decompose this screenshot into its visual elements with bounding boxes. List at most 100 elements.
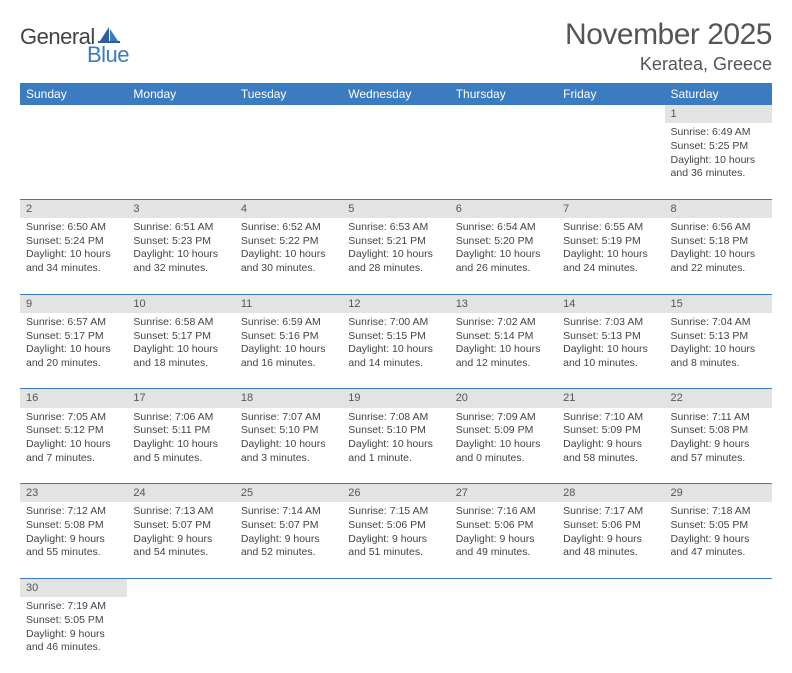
day-detail-cell: Sunrise: 7:10 AMSunset: 5:09 PMDaylight:…: [557, 408, 664, 484]
day1-text: Daylight: 10 hours: [563, 248, 658, 262]
sunrise-text: Sunrise: 6:50 AM: [26, 221, 121, 235]
sunrise-text: Sunrise: 7:03 AM: [563, 316, 658, 330]
sunset-text: Sunset: 5:09 PM: [456, 424, 551, 438]
sunset-text: Sunset: 5:07 PM: [133, 519, 228, 533]
sunrise-text: Sunrise: 6:56 AM: [671, 221, 766, 235]
sunset-text: Sunset: 5:13 PM: [563, 330, 658, 344]
day-number-cell: [127, 578, 234, 597]
sunset-text: Sunset: 5:05 PM: [26, 614, 121, 628]
day2-text: and 20 minutes.: [26, 357, 121, 371]
weekday-header-row: SundayMondayTuesdayWednesdayThursdayFrid…: [20, 83, 772, 105]
day-detail-cell: Sunrise: 7:05 AMSunset: 5:12 PMDaylight:…: [20, 408, 127, 484]
day-detail-row: Sunrise: 6:57 AMSunset: 5:17 PMDaylight:…: [20, 313, 772, 389]
sunrise-text: Sunrise: 6:53 AM: [348, 221, 443, 235]
sunrise-text: Sunrise: 6:57 AM: [26, 316, 121, 330]
day-detail-cell: Sunrise: 6:55 AMSunset: 5:19 PMDaylight:…: [557, 218, 664, 294]
day-number-cell: 12: [342, 294, 449, 313]
sunset-text: Sunset: 5:06 PM: [563, 519, 658, 533]
day-number-cell: 20: [450, 389, 557, 408]
day-number-cell: [342, 105, 449, 123]
day-number-cell: [235, 105, 342, 123]
sunrise-text: Sunrise: 7:02 AM: [456, 316, 551, 330]
day1-text: Daylight: 10 hours: [456, 438, 551, 452]
day-detail-cell: Sunrise: 7:06 AMSunset: 5:11 PMDaylight:…: [127, 408, 234, 484]
day1-text: Daylight: 10 hours: [348, 438, 443, 452]
sunset-text: Sunset: 5:21 PM: [348, 235, 443, 249]
day-detail-cell: Sunrise: 7:16 AMSunset: 5:06 PMDaylight:…: [450, 502, 557, 578]
day-detail-cell: [342, 123, 449, 199]
day-number-cell: 6: [450, 199, 557, 218]
sunset-text: Sunset: 5:24 PM: [26, 235, 121, 249]
sunset-text: Sunset: 5:06 PM: [348, 519, 443, 533]
day-number-row: 16171819202122: [20, 389, 772, 408]
sunrise-text: Sunrise: 7:10 AM: [563, 411, 658, 425]
day1-text: Daylight: 10 hours: [671, 248, 766, 262]
sunset-text: Sunset: 5:22 PM: [241, 235, 336, 249]
day-number-cell: [127, 105, 234, 123]
day2-text: and 58 minutes.: [563, 452, 658, 466]
day2-text: and 51 minutes.: [348, 546, 443, 560]
sunrise-text: Sunrise: 7:08 AM: [348, 411, 443, 425]
day-detail-cell: Sunrise: 7:19 AMSunset: 5:05 PMDaylight:…: [20, 597, 127, 673]
day-detail-cell: Sunrise: 7:03 AMSunset: 5:13 PMDaylight:…: [557, 313, 664, 389]
day1-text: Daylight: 9 hours: [563, 438, 658, 452]
day-detail-cell: Sunrise: 7:09 AMSunset: 5:09 PMDaylight:…: [450, 408, 557, 484]
sunrise-text: Sunrise: 7:18 AM: [671, 505, 766, 519]
sunset-text: Sunset: 5:14 PM: [456, 330, 551, 344]
day2-text: and 46 minutes.: [26, 641, 121, 655]
sunset-text: Sunset: 5:12 PM: [26, 424, 121, 438]
day2-text: and 54 minutes.: [133, 546, 228, 560]
sunrise-text: Sunrise: 7:00 AM: [348, 316, 443, 330]
sunset-text: Sunset: 5:17 PM: [26, 330, 121, 344]
weekday-header: Sunday: [20, 83, 127, 105]
day-detail-cell: [127, 123, 234, 199]
day-detail-cell: Sunrise: 6:58 AMSunset: 5:17 PMDaylight:…: [127, 313, 234, 389]
day-number-cell: 13: [450, 294, 557, 313]
day2-text: and 36 minutes.: [671, 167, 766, 181]
day-number-cell: [557, 105, 664, 123]
day-detail-cell: [342, 597, 449, 673]
sunset-text: Sunset: 5:17 PM: [133, 330, 228, 344]
day-number-cell: 30: [20, 578, 127, 597]
day1-text: Daylight: 10 hours: [348, 248, 443, 262]
sunset-text: Sunset: 5:07 PM: [241, 519, 336, 533]
month-title: November 2025: [565, 18, 772, 52]
day2-text: and 57 minutes.: [671, 452, 766, 466]
weekday-header: Tuesday: [235, 83, 342, 105]
sunrise-text: Sunrise: 7:16 AM: [456, 505, 551, 519]
sunrise-text: Sunrise: 7:05 AM: [26, 411, 121, 425]
day-detail-cell: Sunrise: 6:54 AMSunset: 5:20 PMDaylight:…: [450, 218, 557, 294]
day-number-cell: [450, 578, 557, 597]
weekday-header: Saturday: [665, 83, 772, 105]
day-detail-cell: Sunrise: 7:12 AMSunset: 5:08 PMDaylight:…: [20, 502, 127, 578]
day-number-cell: [450, 105, 557, 123]
day-number-cell: 24: [127, 484, 234, 503]
day-number-cell: [665, 578, 772, 597]
day2-text: and 12 minutes.: [456, 357, 551, 371]
day-number-cell: 8: [665, 199, 772, 218]
sunrise-text: Sunrise: 7:17 AM: [563, 505, 658, 519]
day-number-cell: 5: [342, 199, 449, 218]
day1-text: Daylight: 10 hours: [456, 343, 551, 357]
day-number-cell: 7: [557, 199, 664, 218]
sunrise-text: Sunrise: 6:52 AM: [241, 221, 336, 235]
day1-text: Daylight: 10 hours: [26, 343, 121, 357]
day2-text: and 55 minutes.: [26, 546, 121, 560]
day1-text: Daylight: 10 hours: [133, 438, 228, 452]
day-detail-cell: [557, 597, 664, 673]
day2-text: and 16 minutes.: [241, 357, 336, 371]
day-detail-cell: [450, 597, 557, 673]
day1-text: Daylight: 9 hours: [133, 533, 228, 547]
day-number-cell: 22: [665, 389, 772, 408]
day-number-cell: [235, 578, 342, 597]
day2-text: and 22 minutes.: [671, 262, 766, 276]
day1-text: Daylight: 10 hours: [241, 343, 336, 357]
day1-text: Daylight: 10 hours: [671, 343, 766, 357]
day2-text: and 0 minutes.: [456, 452, 551, 466]
day-number-row: 1: [20, 105, 772, 123]
day-detail-cell: Sunrise: 7:17 AMSunset: 5:06 PMDaylight:…: [557, 502, 664, 578]
day-detail-cell: [127, 597, 234, 673]
day-detail-cell: Sunrise: 7:02 AMSunset: 5:14 PMDaylight:…: [450, 313, 557, 389]
day2-text: and 3 minutes.: [241, 452, 336, 466]
sunrise-text: Sunrise: 7:04 AM: [671, 316, 766, 330]
